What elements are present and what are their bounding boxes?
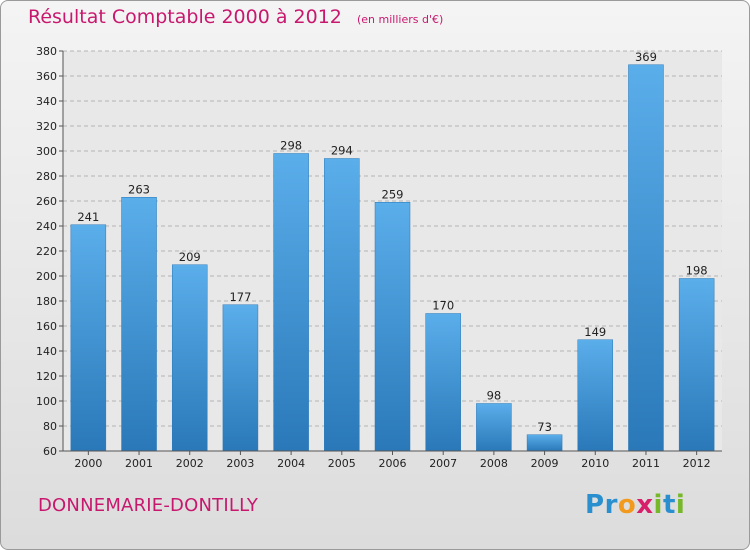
title-row: Résultat Comptable 2000 à 2012 (en milli… [28, 6, 443, 28]
y-tick-label: 220 [36, 245, 57, 258]
logo-letter: i [675, 490, 686, 520]
y-tick-label: 280 [36, 170, 57, 183]
bar-2003 [222, 304, 259, 452]
y-tick-label: 180 [36, 295, 57, 308]
bar-value-label: 198 [686, 264, 708, 278]
bar-2004 [273, 153, 309, 452]
bar-value-label: 73 [537, 420, 552, 434]
bar-value-label: 170 [432, 299, 454, 313]
y-tick-label: 160 [36, 320, 57, 333]
y-tick-label: 100 [36, 395, 57, 408]
x-tick-label: 2004 [277, 457, 305, 470]
logo-letter: P [585, 490, 605, 520]
bar-2008 [476, 403, 512, 452]
y-tick-label: 300 [36, 145, 57, 158]
bar-value-label: 177 [229, 290, 251, 304]
bar-value-label: 259 [382, 187, 404, 201]
bar-2000 [70, 224, 107, 452]
y-tick-label: 140 [36, 345, 57, 358]
bar-value-label: 369 [635, 50, 657, 64]
chart-subtitle: (en milliers d'€) [356, 13, 444, 26]
y-tick-label: 320 [36, 120, 57, 133]
x-tick-label: 2002 [176, 457, 204, 470]
y-tick-label: 60 [43, 445, 57, 458]
bar-2001 [121, 197, 157, 452]
bar-2007 [425, 313, 461, 452]
y-tick-label: 120 [36, 370, 57, 383]
logo-letter: t [662, 490, 676, 520]
x-tick-label: 2011 [632, 457, 660, 470]
y-tick-label: 360 [36, 70, 57, 83]
bar-2009 [526, 434, 563, 452]
bar-2006 [374, 202, 411, 452]
x-tick-label: 2007 [429, 457, 457, 470]
x-tick-label: 2000 [74, 457, 102, 470]
y-tick-label: 380 [36, 45, 57, 58]
bar-value-label: 149 [584, 325, 606, 339]
bar-value-label: 298 [280, 139, 302, 153]
bar-2002 [171, 264, 208, 452]
commune-name: DONNEMARIE-DONTILLY [38, 495, 259, 516]
y-tick-label: 80 [43, 420, 57, 433]
x-tick-label: 2005 [328, 457, 356, 470]
bar-2005 [324, 158, 360, 452]
proxiti-logo: Proxiti [585, 490, 685, 520]
x-tick-label: 2008 [480, 457, 508, 470]
x-tick-label: 2010 [581, 457, 609, 470]
chart-title: Résultat Comptable 2000 à 2012 [28, 6, 342, 28]
logo-letter: i [653, 490, 663, 520]
x-tick-label: 2003 [226, 457, 254, 470]
logo-letter: o [617, 490, 637, 520]
x-tick-label: 2009 [531, 457, 559, 470]
bar-2012 [678, 278, 715, 452]
logo-letter: x [636, 490, 654, 520]
bar-value-label: 98 [487, 389, 502, 403]
logo-letter: r [604, 490, 618, 520]
y-tick-label: 240 [36, 220, 57, 233]
bar-value-label: 294 [331, 144, 353, 158]
x-tick-label: 2006 [379, 457, 407, 470]
x-tick-label: 2001 [125, 457, 153, 470]
bar-value-label: 209 [179, 250, 201, 264]
bar-value-label: 263 [128, 182, 150, 196]
bar-value-label: 241 [77, 210, 99, 224]
x-tick-label: 2012 [683, 457, 711, 470]
bar-2010 [577, 339, 614, 452]
bar-2011 [628, 64, 664, 452]
y-tick-label: 200 [36, 270, 57, 283]
y-tick-label: 340 [36, 95, 57, 108]
y-tick-label: 260 [36, 195, 57, 208]
